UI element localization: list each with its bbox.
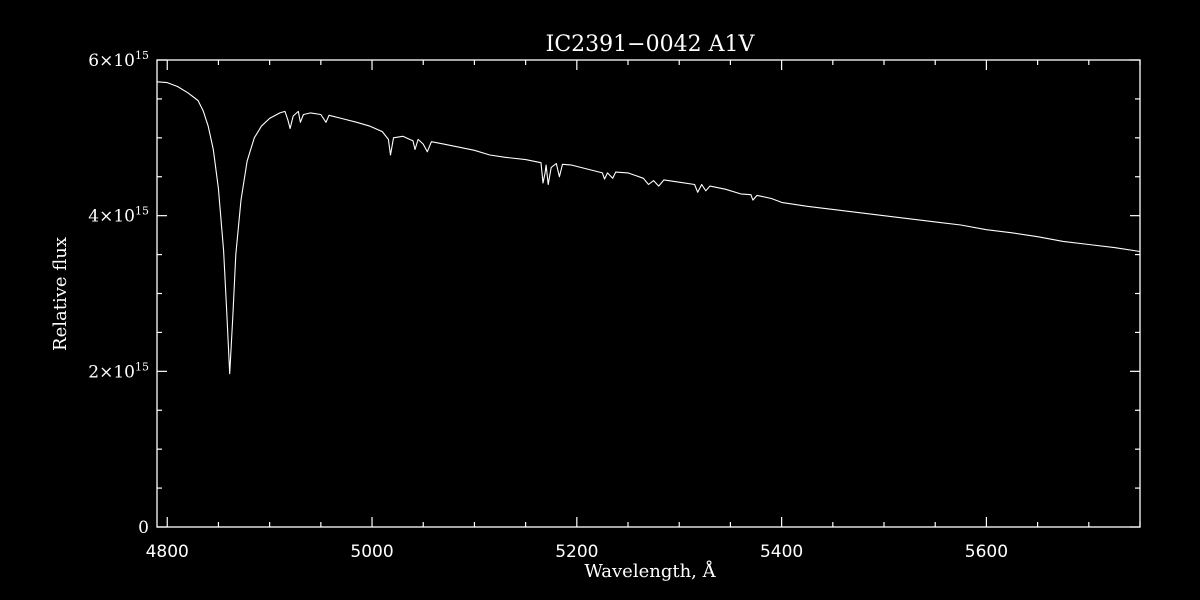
y-axis-ticks [157, 59, 1140, 528]
x-axis-ticks [166, 60, 1141, 527]
series-line [156, 81, 1141, 375]
x-axis-label: Wavelength, Å [584, 560, 716, 582]
x-tick-label: 5600 [965, 542, 1008, 562]
x-tick-label: 5200 [555, 542, 598, 562]
y-tick-label: 0 [138, 518, 149, 538]
y-tick-label: 4×1015 [88, 205, 149, 227]
y-tick-label: 2×1015 [88, 360, 149, 382]
y-axis-tick-labels: 0 2×1015 4×1015 6×1015 [88, 49, 149, 538]
x-tick-label: 5400 [760, 542, 803, 562]
x-tick-label: 5000 [350, 542, 393, 562]
chart-title: IC2391−0042 A1V [546, 32, 756, 57]
y-tick-label: 6×1015 [88, 49, 149, 71]
y-axis-label: Relative flux [50, 237, 71, 351]
x-axis-tick-labels: 4800 5000 5200 5400 5600 [146, 542, 1008, 562]
x-tick-label: 4800 [146, 542, 189, 562]
